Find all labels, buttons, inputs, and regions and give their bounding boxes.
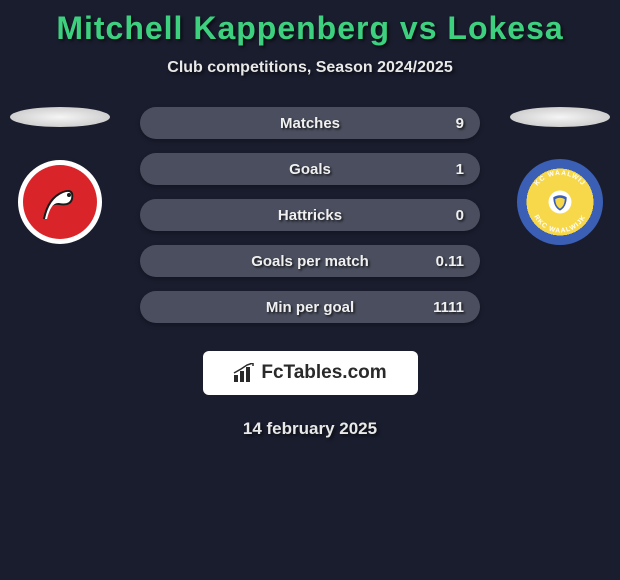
club-badge-left-inner: [23, 165, 97, 239]
svg-text:RKC WAALWIJK: RKC WAALWIJK: [517, 157, 587, 187]
flamingo-icon: [35, 177, 85, 227]
stat-value: 0: [456, 207, 464, 224]
comparison-date: 14 february 2025: [0, 419, 620, 439]
stat-row-hattricks: Hattricks 0: [140, 199, 480, 231]
stat-label: Goals per match: [251, 253, 369, 270]
page-title: Mitchell Kappenberg vs Lokesa: [0, 10, 620, 47]
stat-label: Goals: [289, 161, 331, 178]
club-badge-left: [15, 157, 105, 247]
rkc-badge-icon: RKC WAALWIJK RKC WAALWIJK: [517, 157, 603, 247]
season-subtitle: Club competitions, Season 2024/2025: [0, 59, 620, 77]
flag-left: [10, 107, 110, 127]
stat-row-matches: Matches 9: [140, 107, 480, 139]
stat-row-goals: Goals 1: [140, 153, 480, 185]
stat-value: 1: [456, 161, 464, 178]
flag-right: [510, 107, 610, 127]
bar-chart-icon: [233, 363, 257, 383]
player-right-slot: RKC WAALWIJK RKC WAALWIJK: [510, 107, 610, 247]
stat-label: Hattricks: [278, 207, 342, 224]
svg-text:RKC WAALWIJK: RKC WAALWIJK: [532, 214, 587, 235]
stats-area: RKC WAALWIJK RKC WAALWIJK Matches 9 Goa: [0, 107, 620, 439]
stat-value: 0.11: [436, 253, 464, 270]
stat-row-goals-per-match: Goals per match 0.11: [140, 245, 480, 277]
stat-rows: Matches 9 Goals 1 Hattricks 0 Goals per …: [140, 107, 480, 323]
stat-label: Matches: [280, 115, 340, 132]
stat-row-min-per-goal: Min per goal 1111: [140, 291, 480, 323]
club-badge-right: RKC WAALWIJK RKC WAALWIJK: [515, 157, 605, 247]
logo-text: FcTables.com: [261, 362, 386, 384]
fctables-logo[interactable]: FcTables.com: [203, 351, 418, 395]
stat-value: 1111: [433, 299, 464, 316]
stat-value: 9: [456, 115, 464, 132]
stat-label: Min per goal: [266, 299, 354, 316]
comparison-card: Mitchell Kappenberg vs Lokesa Club compe…: [0, 0, 620, 439]
player-left-slot: [10, 107, 110, 247]
